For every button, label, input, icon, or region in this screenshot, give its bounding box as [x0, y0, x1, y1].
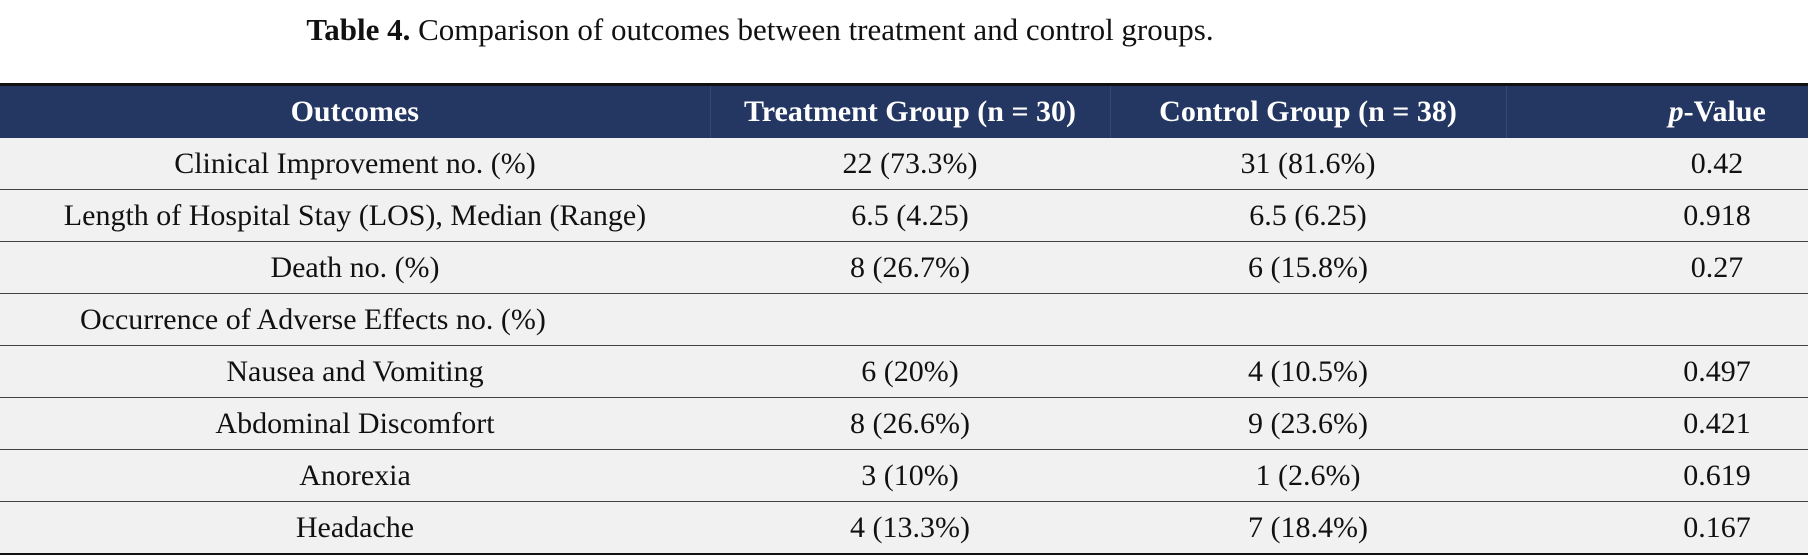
- outcome-cell: Abdominal Discomfort: [0, 397, 710, 450]
- outcome-cell: Death no. (%): [0, 241, 710, 294]
- control-cell: 9 (23.6%): [1110, 397, 1506, 450]
- header-control-group: Control Group (n = 38): [1110, 86, 1507, 138]
- control-cell: [1110, 293, 1506, 346]
- header-outcomes: Outcomes: [0, 86, 711, 138]
- treatment-cell: [710, 293, 1110, 346]
- treatment-cell: 3 (10%): [710, 449, 1110, 502]
- treatment-cell: 8 (26.6%): [710, 397, 1110, 450]
- control-cell: 7 (18.4%): [1110, 501, 1506, 555]
- treatment-cell: 6.5 (4.25): [710, 189, 1110, 242]
- p-value-cell: [1506, 293, 1808, 346]
- treatment-cell: 6 (20%): [710, 345, 1110, 398]
- outcome-cell: Clinical Improvement no. (%): [0, 138, 710, 190]
- table-body: Clinical Improvement no. (%) 22 (73.3%) …: [0, 138, 1808, 555]
- table-caption: Table 4. Comparison of outcomes between …: [0, 0, 1520, 60]
- outcomes-table-wrap: Outcomes Treatment Group (n = 30) Contro…: [0, 83, 1808, 555]
- table-row: Clinical Improvement no. (%) 22 (73.3%) …: [0, 138, 1808, 190]
- control-cell: 6.5 (6.25): [1110, 189, 1506, 242]
- outcome-cell: Headache: [0, 501, 710, 555]
- outcomes-table: Outcomes Treatment Group (n = 30) Contro…: [0, 86, 1808, 555]
- section-label-cell: Occurrence of Adverse Effects no. (%): [0, 293, 710, 346]
- table-row: Headache 4 (13.3%) 7 (18.4%) 0.167: [0, 501, 1808, 555]
- table-row: Nausea and Vomiting 6 (20%) 4 (10.5%) 0.…: [0, 345, 1808, 398]
- treatment-cell: 4 (13.3%): [710, 501, 1110, 555]
- table-top-rule: [0, 83, 1808, 86]
- p-value-cell: 0.497: [1506, 345, 1808, 398]
- p-value-cell: 0.42: [1506, 138, 1808, 190]
- table-row: Abdominal Discomfort 8 (26.6%) 9 (23.6%)…: [0, 397, 1808, 450]
- table-section-row: Occurrence of Adverse Effects no. (%): [0, 293, 1808, 346]
- header-p-italic: p: [1668, 95, 1684, 128]
- outcome-cell: Anorexia: [0, 449, 710, 502]
- outcome-cell: Nausea and Vomiting: [0, 345, 710, 398]
- treatment-cell: 22 (73.3%): [710, 138, 1110, 190]
- caption-label: Table 4.: [306, 12, 411, 47]
- p-value-cell: 0.619: [1506, 449, 1808, 502]
- outcome-cell: Length of Hospital Stay (LOS), Median (R…: [0, 189, 710, 242]
- control-cell: 4 (10.5%): [1110, 345, 1506, 398]
- header-p-rest: -Value: [1683, 95, 1766, 128]
- control-cell: 6 (15.8%): [1110, 241, 1506, 294]
- header-treatment-group: Treatment Group (n = 30): [710, 86, 1111, 138]
- control-cell: 31 (81.6%): [1110, 138, 1506, 190]
- p-value-cell: 0.918: [1506, 189, 1808, 242]
- table-row: Anorexia 3 (10%) 1 (2.6%) 0.619: [0, 449, 1808, 502]
- caption-text: Comparison of outcomes between treatment…: [418, 12, 1214, 47]
- header-p-value: p-Value: [1506, 86, 1808, 138]
- p-value-cell: 0.167: [1506, 501, 1808, 555]
- table-row: Length of Hospital Stay (LOS), Median (R…: [0, 189, 1808, 242]
- p-value-cell: 0.421: [1506, 397, 1808, 450]
- table-row: Death no. (%) 8 (26.7%) 6 (15.8%) 0.27: [0, 241, 1808, 294]
- table-header: Outcomes Treatment Group (n = 30) Contro…: [0, 86, 1808, 138]
- control-cell: 1 (2.6%): [1110, 449, 1506, 502]
- header-row: Outcomes Treatment Group (n = 30) Contro…: [0, 86, 1808, 138]
- p-value-cell: 0.27: [1506, 241, 1808, 294]
- treatment-cell: 8 (26.7%): [710, 241, 1110, 294]
